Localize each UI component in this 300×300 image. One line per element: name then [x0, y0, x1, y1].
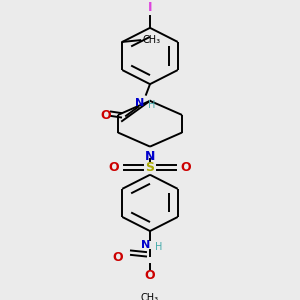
- Text: CH₃: CH₃: [142, 35, 160, 45]
- Text: N: N: [145, 150, 155, 163]
- Text: N: N: [141, 240, 151, 250]
- Text: H: H: [155, 242, 162, 252]
- Text: S: S: [146, 161, 154, 174]
- Text: O: O: [109, 161, 119, 174]
- Text: O: O: [181, 161, 191, 174]
- Text: H: H: [148, 100, 155, 110]
- Text: O: O: [113, 251, 123, 264]
- Text: CH₃: CH₃: [141, 292, 159, 300]
- Text: O: O: [145, 268, 155, 281]
- Text: O: O: [101, 109, 111, 122]
- Text: I: I: [148, 1, 152, 14]
- Text: N: N: [135, 98, 145, 109]
